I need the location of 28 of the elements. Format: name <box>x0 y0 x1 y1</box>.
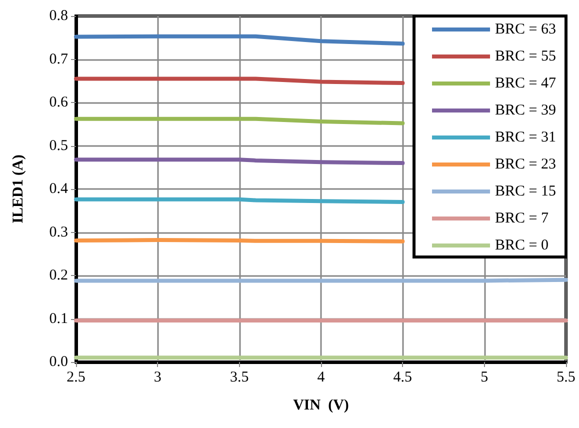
legend-label: BRC = 55 <box>495 48 556 64</box>
x-tick-label: 5.5 <box>556 370 576 386</box>
y-tick-label: 0.7 <box>49 51 68 68</box>
legend-label: BRC = 15 <box>495 184 556 200</box>
x-tick-label: 2.5 <box>66 370 86 386</box>
x-tick-label: 4 <box>317 370 326 386</box>
line-series <box>74 34 405 46</box>
x-tick-label: 5 <box>480 370 488 386</box>
legend-label: BRC = 7 <box>495 210 549 226</box>
y-tick-label: 0.0 <box>49 354 68 370</box>
y-tick-label: 0.5 <box>49 138 68 154</box>
y-tick-label: 0.3 <box>49 224 68 240</box>
y-tick-label: 0.4 <box>49 181 68 197</box>
legend-label: BRC = 47 <box>495 76 556 92</box>
x-tick-label: 3.5 <box>230 370 249 386</box>
x-tick-label: 4.5 <box>393 370 412 386</box>
legend-label: BRC = 31 <box>495 130 556 146</box>
y-tick-label: 0.6 <box>49 94 68 110</box>
y-tick-label: 0.8 <box>49 8 68 24</box>
x-tick-label: 3 <box>154 370 162 386</box>
legend-label: BRC = 63 <box>495 22 556 38</box>
legend-label: BRC = 23 <box>495 156 556 172</box>
y-axis-title: ILED1 (A) <box>10 154 26 224</box>
y-tick-label: 0.1 <box>49 310 68 327</box>
legend-label: BRC = 0 <box>495 238 549 254</box>
y-tick-label: 0.2 <box>49 268 68 284</box>
legend-label: BRC = 39 <box>495 102 556 118</box>
x-axis-title: VIN (V) <box>293 398 349 414</box>
